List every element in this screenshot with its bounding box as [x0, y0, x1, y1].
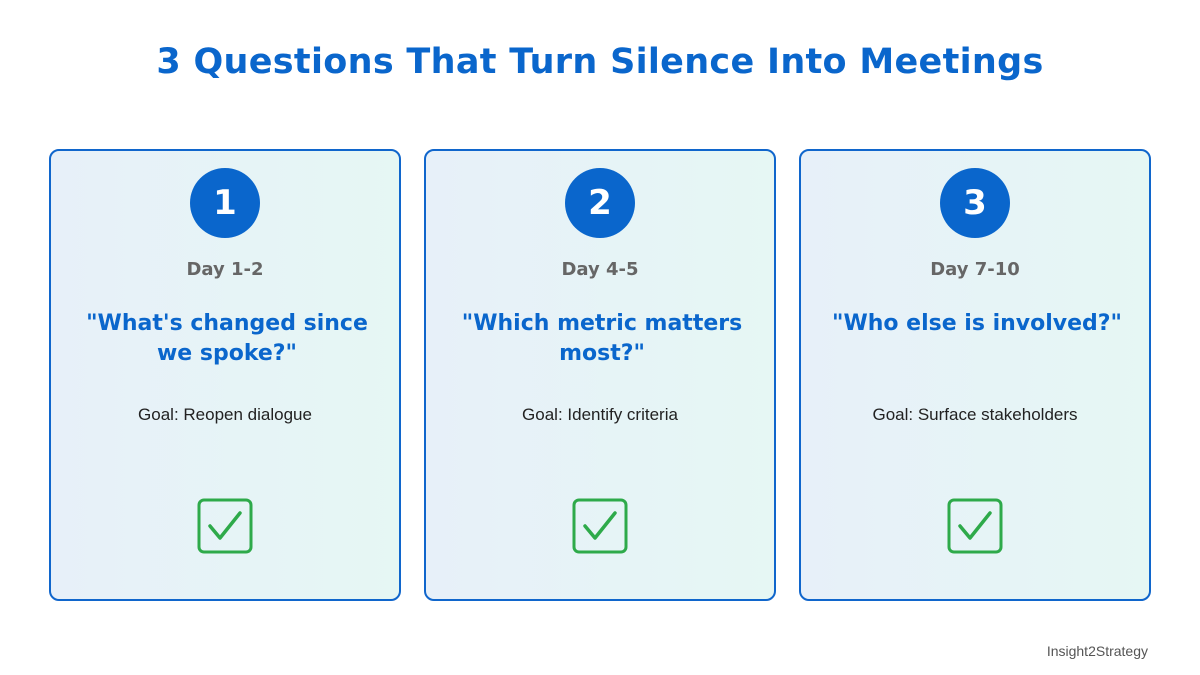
day-range-label: Day 7-10 [930, 259, 1020, 280]
brand-footer: Insight2Strategy [1046, 643, 1148, 659]
goal-text: Goal: Surface stakeholders [872, 405, 1078, 424]
step-number-badge: 3 [940, 168, 1010, 238]
question-card-1: 1 Day 1-2 "What's changed since we spoke… [49, 149, 401, 601]
page-title: 3 Questions That Turn Silence Into Meeti… [156, 42, 1044, 82]
step-number-badge: 2 [565, 168, 635, 238]
question-card-2: 2 Day 4-5 "Which metric matters most?" G… [424, 149, 776, 601]
step-number-badge: 1 [190, 168, 260, 238]
question-card-3: 3 Day 7-10 "Who else is involved?" Goal:… [799, 149, 1151, 601]
question-cards: 1 Day 1-2 "What's changed since we spoke… [49, 149, 1152, 601]
checkbox-checked-icon [197, 498, 253, 554]
goal-text: Goal: Identify criteria [522, 405, 678, 424]
checkbox-checked-icon [572, 498, 628, 554]
day-range-label: Day 1-2 [186, 259, 264, 280]
question-text: "Who else is involved?" [831, 311, 1123, 336]
goal-text: Goal: Reopen dialogue [138, 405, 312, 424]
question-text: "Which metric matters most?" [461, 311, 743, 366]
question-text: "What's changed since we spoke?" [86, 311, 368, 366]
day-range-label: Day 4-5 [561, 259, 639, 280]
checkbox-checked-icon [947, 498, 1003, 554]
